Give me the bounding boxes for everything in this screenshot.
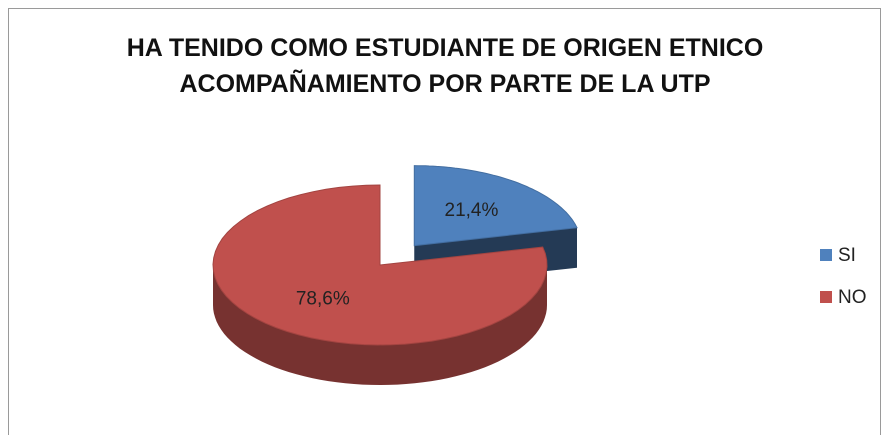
slice	[212, 184, 548, 346]
slice	[413, 165, 578, 247]
legend-swatch	[820, 249, 832, 261]
legend-label: NO	[838, 287, 867, 308]
data-label: 78,6%	[296, 288, 350, 309]
chart-title: HA TENIDO COMO ESTUDIANTE DE ORIGEN ETNI…	[126, 34, 764, 98]
legend-swatch	[820, 291, 832, 303]
data-label: 21,4%	[445, 200, 499, 221]
slice-side	[213, 265, 547, 385]
legend-label: SI	[838, 245, 856, 266]
